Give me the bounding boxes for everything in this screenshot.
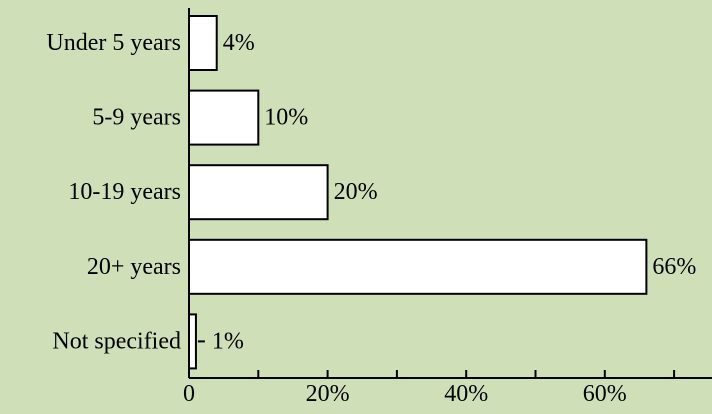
x-axis-ticks: 0 20% 40% 60% [183, 370, 676, 407]
value-label: 20% [334, 179, 378, 205]
value-label: 4% [223, 30, 255, 56]
category-label: Under 5 years [46, 30, 181, 56]
bar [188, 15, 218, 71]
x-tick-label: 20% [306, 381, 350, 407]
category-label: 10-19 years [68, 179, 181, 205]
category-label: 20+ years [87, 254, 181, 280]
bar [188, 164, 329, 221]
x-tick-label: 40% [444, 381, 488, 407]
category-labels: Under 5 years 5-9 years 10-19 years 20+ yea… [46, 30, 181, 354]
value-label: 66% [652, 254, 696, 280]
x-tick-label: 60% [583, 381, 627, 407]
category-label: 5-9 years [92, 105, 181, 131]
category-label: Not specified [52, 328, 181, 354]
value-label: 1% [212, 328, 244, 354]
bar [188, 313, 197, 370]
value-label: 10% [264, 105, 308, 131]
bar [188, 89, 260, 146]
value-labels: 4% 10% 20% 66% 1% [197, 30, 696, 354]
bar [188, 238, 648, 295]
x-tick-label: 0 [183, 381, 195, 407]
bars-group [188, 15, 648, 370]
